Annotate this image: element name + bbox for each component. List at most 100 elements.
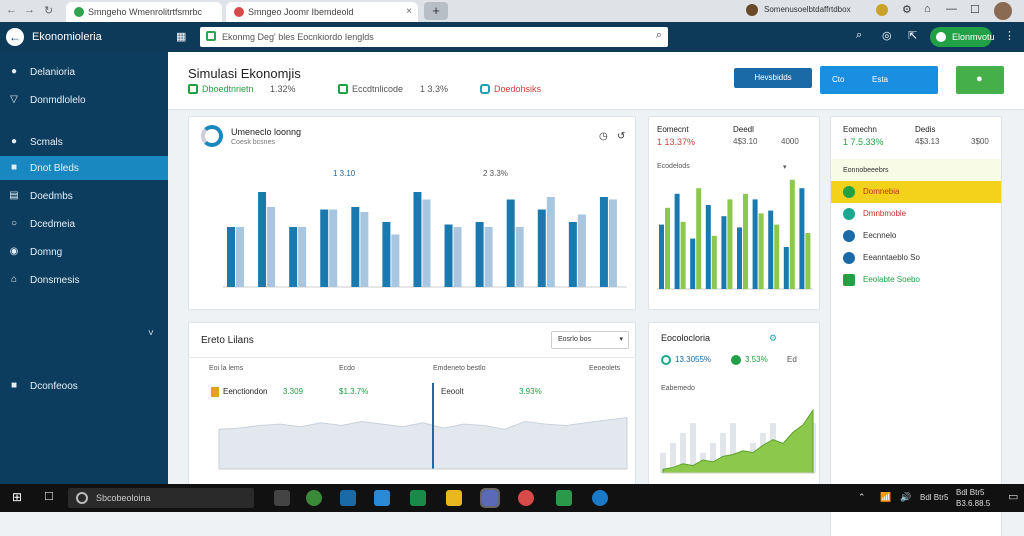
- chrome-icon[interactable]: [518, 490, 534, 506]
- trend-card: Ereto Lilans Eosrlo bos ▾ Eoi la lems Ec…: [188, 322, 636, 484]
- more-icon[interactable]: ⋮: [1004, 30, 1015, 42]
- chevron-down-icon[interactable]: ▾: [783, 164, 787, 171]
- taskbar-search[interactable]: Sbcobeoloina: [68, 488, 254, 508]
- list-item[interactable]: Eeanntaeblo So: [831, 247, 1001, 269]
- main-content: Simulasi Ekonomjis Dboedtnrietn 1.32% Ec…: [168, 52, 1024, 536]
- comparison-card: Eomecnt 1 13.37% Deedl 4$3.10 4000 Ecode…: [648, 116, 820, 310]
- folder-icon[interactable]: [446, 490, 462, 506]
- settings-icon[interactable]: ⚙: [902, 4, 912, 16]
- avatar[interactable]: [746, 4, 758, 16]
- extension-icon[interactable]: [876, 4, 888, 16]
- list-item[interactable]: Domnebia: [831, 181, 1001, 203]
- bar: [444, 224, 453, 287]
- sidebar-item-4[interactable]: ■ Dnot Bleds: [0, 156, 168, 180]
- task-view-icon[interactable]: ☐: [44, 491, 54, 503]
- sidebar-item-2[interactable]: ▽ Donmdlolelo: [0, 88, 168, 112]
- user-avatar[interactable]: [994, 2, 1012, 20]
- bar: [227, 227, 235, 287]
- settings-icon[interactable]: ⚙: [769, 333, 778, 343]
- search-input[interactable]: Ekonmg Deg' bles Eocnkiordo Ienglds ⌕: [200, 27, 668, 47]
- sidebar-item-1[interactable]: ● Delanioria: [0, 60, 168, 84]
- volume-icon[interactable]: 🔊: [900, 492, 912, 502]
- target-icon[interactable]: ◎: [882, 30, 892, 42]
- column-value: 1 13.37%: [657, 137, 696, 147]
- period-dropdown[interactable]: Eosrlo bos ▾: [551, 331, 629, 349]
- clock-date[interactable]: B3.6.88.5: [956, 499, 991, 508]
- background-bar: [680, 433, 686, 473]
- new-tab-button[interactable]: +: [424, 2, 448, 20]
- app-title: Ekonomioleria: [32, 31, 102, 43]
- page-title: Simulasi Ekonomjis: [188, 66, 301, 81]
- excel-icon[interactable]: [410, 490, 426, 506]
- notification-icon[interactable]: ▭: [1008, 491, 1019, 503]
- legend-swatch: [211, 387, 219, 397]
- refresh-icon[interactable]: ↺: [617, 131, 626, 142]
- tab-1[interactable]: Smngeho Wmenrolitrtfsmrbc: [66, 2, 222, 22]
- circle-icon: [843, 208, 855, 220]
- network-icon[interactable]: 📶: [880, 492, 892, 502]
- bar: [737, 227, 742, 289]
- card-title: Umeneclo loonng: [231, 127, 302, 137]
- stat-label: Doedohsiks: [494, 84, 542, 94]
- chevron-up-icon[interactable]: ⌃: [858, 492, 866, 502]
- bar: [774, 224, 780, 289]
- list-item[interactable]: Dmnbmoble: [831, 203, 1001, 225]
- row-value: Eeoolt: [441, 387, 464, 396]
- status-badge[interactable]: Elonmvotu: [930, 27, 995, 47]
- windows-icon[interactable]: ⊞: [12, 490, 23, 504]
- sidebar-item-8[interactable]: ⌂ Donsmesis: [0, 268, 168, 292]
- bar: [506, 199, 515, 287]
- back-arrow-icon[interactable]: ←: [6, 28, 24, 46]
- check-icon: [188, 84, 198, 94]
- list-item[interactable]: Eeolabte Soebo: [831, 269, 1001, 291]
- minimize-icon[interactable]: —: [946, 3, 957, 15]
- close-icon[interactable]: ×: [406, 6, 412, 17]
- chevron-down-icon[interactable]: ˅: [148, 328, 154, 339]
- add-button[interactable]: ●: [956, 66, 1004, 94]
- store-icon[interactable]: [340, 490, 356, 506]
- back-icon[interactable]: ←: [6, 4, 17, 16]
- browser-icon[interactable]: [306, 490, 322, 506]
- forward-icon[interactable]: →: [24, 4, 35, 16]
- mail-icon[interactable]: [374, 490, 390, 506]
- search-icon[interactable]: ⌕: [655, 29, 662, 41]
- share-icon[interactable]: ⇱: [908, 30, 918, 42]
- sidebar-item-label: Delanioria: [30, 67, 76, 78]
- bar: [298, 227, 307, 287]
- sidebar-item-7[interactable]: ◉ Domng: [0, 240, 168, 264]
- list-item-label: Eeolabte Soebo: [863, 275, 920, 284]
- sidebar-item-3[interactable]: ● Scmals: [0, 130, 168, 154]
- column-header: Eeoeolets: [589, 365, 621, 372]
- bar: [690, 238, 696, 289]
- sidebar-item-9[interactable]: ■ Dconfeoos: [0, 374, 168, 398]
- bar: [599, 197, 608, 287]
- list-item[interactable]: Eecnnelo: [831, 225, 1001, 247]
- area-chart: [218, 383, 628, 470]
- bar: [360, 212, 369, 287]
- edge-icon[interactable]: [592, 490, 608, 506]
- search-icon[interactable]: ⌕: [856, 29, 863, 41]
- location-icon: ◉: [9, 246, 19, 257]
- maximize-icon[interactable]: ☐: [970, 4, 980, 16]
- chevron-down-icon: ▾: [619, 336, 623, 343]
- file-explorer-icon[interactable]: [274, 490, 290, 506]
- bar: [320, 209, 329, 287]
- grid-icon[interactable]: ▦: [176, 31, 187, 43]
- action-button[interactable]: Cto Esta: [820, 66, 938, 94]
- app-header: ← Ekonomioleria ▦ Ekonmg Deg' bles Eocnk…: [0, 22, 1024, 52]
- row-label: Eenctiondon: [223, 387, 268, 396]
- sidebar-item-6[interactable]: ○ Dcedmeia: [0, 212, 168, 236]
- stat-value: Ed: [787, 355, 797, 364]
- bar: [674, 193, 680, 289]
- tab-2[interactable]: Smngeo Joomr Ibemdeold ×: [226, 2, 418, 22]
- app-icon[interactable]: [480, 488, 500, 508]
- info-icon[interactable]: ◷: [599, 131, 608, 142]
- reload-icon[interactable]: ↻: [44, 5, 54, 17]
- clock-time[interactable]: Bdl Btr5: [956, 488, 985, 497]
- sheets-icon[interactable]: [556, 490, 572, 506]
- bookmark-icon[interactable]: ⌂: [924, 3, 931, 15]
- sidebar-item-label: Scmals: [30, 137, 63, 148]
- primary-button[interactable]: Hevsbidds: [734, 68, 812, 88]
- sidebar-item-5[interactable]: ▤ Doedmbs: [0, 184, 168, 208]
- bar: [351, 207, 360, 287]
